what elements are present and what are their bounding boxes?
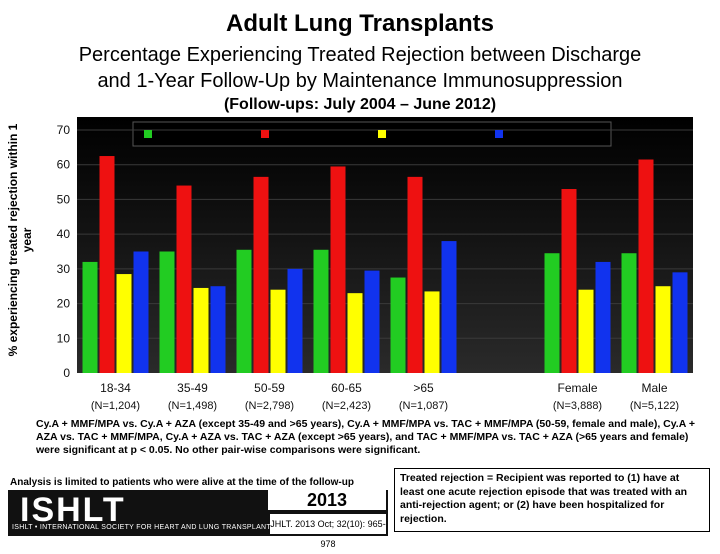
analysis-note: Analysis is limited to patients who were… xyxy=(10,477,354,488)
x-tick-n: (N=5,122) xyxy=(630,400,679,412)
bar xyxy=(441,241,457,373)
x-tick-label: 60-65 xyxy=(331,381,362,395)
x-tick-n: (N=2,423) xyxy=(322,400,371,412)
x-tick-n: (N=3,888) xyxy=(553,400,602,412)
x-tick-label: 35-49 xyxy=(177,381,208,395)
y-tick-label: 60 xyxy=(57,158,71,172)
bar xyxy=(236,249,252,373)
bar xyxy=(82,261,98,373)
legend-box xyxy=(132,121,612,147)
x-tick-n: (N=2,798) xyxy=(245,400,294,412)
bar xyxy=(116,274,132,373)
bar xyxy=(407,176,423,373)
subtitle-line-1: Percentage Experiencing Treated Rejectio… xyxy=(78,44,642,66)
legend-swatch xyxy=(261,130,269,138)
x-tick-label: >65 xyxy=(413,381,434,395)
legend-swatch xyxy=(144,130,152,138)
bar xyxy=(253,176,269,373)
bar xyxy=(133,251,149,373)
bar xyxy=(287,268,303,373)
x-tick-label: 18-34 xyxy=(100,381,131,395)
x-tick-label: 50-59 xyxy=(254,381,285,395)
bar xyxy=(672,272,688,373)
bar xyxy=(578,289,594,373)
bar xyxy=(561,189,577,373)
y-tick-label: 50 xyxy=(57,192,71,206)
bar xyxy=(313,249,329,373)
bar-chart: 0 10 20 30 40 50 60 70 18-34 (N=1,204) 35-49 (N=1,… xyxy=(57,117,693,412)
y-tick-label: 10 xyxy=(57,331,71,345)
y-tick-label: 40 xyxy=(57,227,71,241)
x-tick-n: (N=1,204) xyxy=(91,400,140,412)
y-tick-label: 0 xyxy=(63,366,70,380)
y-tick-label: 30 xyxy=(57,262,71,276)
legend-swatch xyxy=(378,130,386,138)
bar xyxy=(364,270,380,373)
x-tick-label: Female xyxy=(557,381,597,395)
bar xyxy=(176,185,192,373)
bar xyxy=(330,166,346,373)
legend-swatch xyxy=(495,130,503,138)
followup-period: (Follow-ups: July 2004 – June 2012) xyxy=(223,96,497,113)
bar xyxy=(638,159,654,373)
x-tick-label: Male xyxy=(641,381,667,395)
significance-footnote: Cy.A + MMF/MPA vs. Cy.A + AZA (except 35… xyxy=(36,418,695,456)
definition-box: Treated rejection = Recipient was report… xyxy=(394,468,710,532)
subtitle-line-2: and 1-Year Follow-Up by Maintenance Immu… xyxy=(97,70,623,92)
slide-subtitle: Percentage Experiencing Treated Rejectio… xyxy=(0,42,720,94)
bar xyxy=(347,293,363,373)
bar xyxy=(424,291,440,373)
logo-year: 2013 xyxy=(268,490,386,510)
x-tick-n: (N=1,087) xyxy=(399,400,448,412)
bar xyxy=(655,286,671,373)
bar xyxy=(595,261,611,373)
x-tick-n: (N=1,498) xyxy=(168,400,217,412)
bar xyxy=(270,289,286,373)
bar xyxy=(390,277,406,373)
bar xyxy=(159,251,175,373)
logo-name: ISHLT xyxy=(20,491,126,529)
bar xyxy=(193,287,209,373)
slide-title: Adult Lung Transplants xyxy=(226,10,494,37)
bar xyxy=(621,253,637,373)
citation: JHLT. 2013 Oct; 32(10): 965-978 xyxy=(270,514,386,549)
ishlt-logo: ISHLT 2013 ISHLT • INTERNATIONAL SOCIETY… xyxy=(8,490,388,549)
logo-tagline: ISHLT • INTERNATIONAL SOCIETY FOR HEART … xyxy=(12,524,293,531)
bar xyxy=(210,286,226,373)
bar xyxy=(544,253,560,373)
bar xyxy=(99,156,115,373)
y-tick-label: 20 xyxy=(57,297,71,311)
y-tick-label: 70 xyxy=(57,123,71,137)
